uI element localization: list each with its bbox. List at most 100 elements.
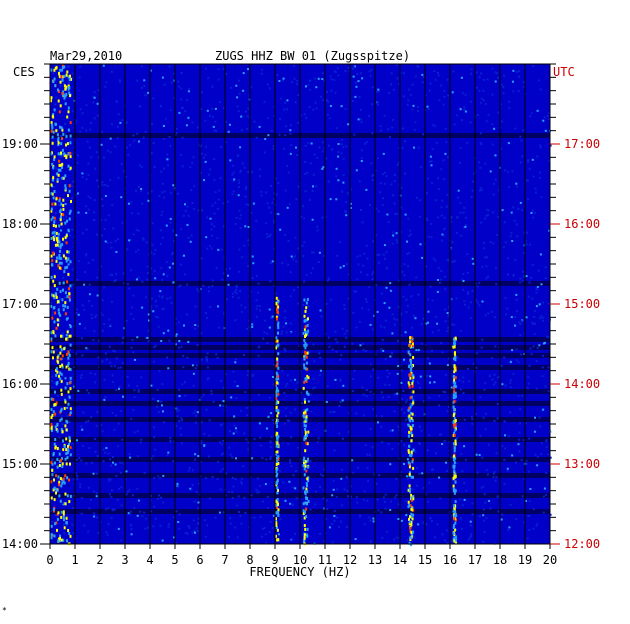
noise-dot xyxy=(95,516,98,519)
noise-dot xyxy=(485,265,488,268)
feature-dot xyxy=(64,184,67,188)
noise-dot xyxy=(369,539,372,542)
noise-dot xyxy=(230,396,233,399)
noise-dot xyxy=(172,229,175,232)
noise-dot xyxy=(244,391,247,394)
noise-dot xyxy=(385,286,388,289)
noise-dot xyxy=(71,110,74,113)
noise-dot xyxy=(329,75,332,78)
noise-dot xyxy=(478,304,481,307)
noise-dot xyxy=(330,148,333,151)
feature-dot xyxy=(59,357,62,361)
feature-dot xyxy=(65,448,68,452)
noise-dot xyxy=(351,459,354,462)
x-tick-label: 19 xyxy=(518,553,532,567)
noise-dot xyxy=(112,461,114,464)
noise-dot xyxy=(518,431,521,434)
noise-dot xyxy=(161,404,163,407)
feature-dot xyxy=(452,476,455,480)
feature-dot xyxy=(453,539,456,543)
noise-dot xyxy=(252,262,255,265)
feature-dot xyxy=(56,355,59,359)
feature-dot xyxy=(55,401,58,405)
noise-dot xyxy=(147,192,150,195)
noise-dot xyxy=(104,85,107,88)
feature-dot xyxy=(52,507,55,511)
feature-dot xyxy=(275,384,277,388)
noise-dot xyxy=(368,454,371,456)
feature-dot xyxy=(54,461,56,465)
feature-dot xyxy=(62,512,65,516)
noise-dot xyxy=(391,352,394,355)
noise-dot xyxy=(269,396,272,399)
noise-dot xyxy=(403,95,405,98)
feature-dot xyxy=(51,346,54,350)
noise-dot xyxy=(229,522,232,525)
noise-dot xyxy=(205,216,208,219)
noise-dot xyxy=(266,202,269,205)
feature-dot xyxy=(61,148,64,152)
feature-dot xyxy=(53,68,56,72)
noise-dot xyxy=(289,331,292,334)
noise-dot xyxy=(392,88,395,91)
noise-dot xyxy=(135,189,137,192)
feature-dot xyxy=(62,288,64,292)
x-tick-label: 3 xyxy=(121,553,128,567)
noise-dot xyxy=(321,167,324,170)
noise-dot xyxy=(397,365,400,368)
feature-dot xyxy=(412,497,415,501)
noise-dot xyxy=(525,243,528,246)
feature-dot xyxy=(69,155,72,159)
feature-dot xyxy=(454,514,457,517)
noise-dot xyxy=(497,376,500,379)
feature-dot xyxy=(51,135,54,139)
noise-dot xyxy=(75,458,78,461)
noise-dot xyxy=(429,381,431,384)
noise-dot xyxy=(515,298,518,301)
noise-dot xyxy=(347,273,350,276)
noise-dot xyxy=(103,398,106,401)
noise-dot xyxy=(285,322,287,325)
feature-dot xyxy=(68,287,70,291)
right-tick-label: 15:00 xyxy=(564,297,600,311)
noise-dot xyxy=(536,288,539,291)
feature-dot xyxy=(304,350,307,354)
noise-dot xyxy=(81,112,84,115)
feature-dot xyxy=(66,142,69,146)
noise-dot xyxy=(355,290,357,293)
noise-dot xyxy=(339,380,342,382)
noise-dot xyxy=(359,271,362,274)
feature-dot xyxy=(66,336,69,340)
feature-dot xyxy=(61,363,64,367)
noise-dot xyxy=(121,337,124,340)
noise-dot xyxy=(366,257,369,260)
noise-dot xyxy=(334,91,337,94)
feature-dot xyxy=(275,470,278,473)
noise-dot xyxy=(240,482,243,485)
feature-dot xyxy=(407,449,410,452)
noise-dot xyxy=(296,154,298,157)
noise-dot xyxy=(336,67,339,70)
noise-dot xyxy=(540,196,543,199)
feature-dot xyxy=(51,192,54,196)
noise-dot xyxy=(451,91,454,94)
noise-dot xyxy=(88,283,91,286)
feature-dot xyxy=(53,77,56,81)
feature-dot xyxy=(69,334,72,338)
noise-dot xyxy=(162,332,165,335)
noise-dot xyxy=(312,251,315,254)
noise-dot xyxy=(527,160,530,163)
noise-dot xyxy=(400,519,403,522)
noise-dot xyxy=(508,107,511,110)
noise-dot xyxy=(358,180,361,183)
noise-dot xyxy=(53,471,56,474)
noise-dot xyxy=(456,437,459,439)
noise-dot xyxy=(484,102,487,105)
feature-dot xyxy=(60,388,63,392)
feature-dot xyxy=(277,366,280,370)
noise-dot xyxy=(139,441,142,444)
noise-dot xyxy=(542,408,545,411)
feature-dot xyxy=(304,377,307,380)
noise-dot xyxy=(130,201,133,204)
feature-dot xyxy=(277,538,280,542)
